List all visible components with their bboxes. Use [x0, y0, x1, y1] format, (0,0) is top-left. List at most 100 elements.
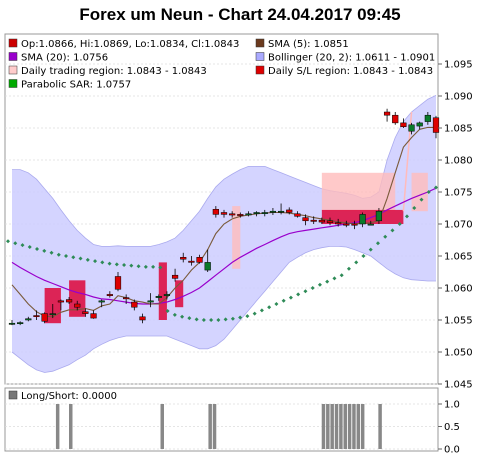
candle-body [65, 299, 73, 303]
sar-dot [209, 318, 214, 322]
candle-body [424, 114, 431, 122]
sar-dot [238, 315, 243, 320]
sar-dot [404, 214, 409, 219]
candle-body [416, 122, 423, 127]
sar-dot [122, 262, 127, 267]
sl-region [69, 280, 86, 317]
sl-region [158, 262, 167, 320]
legend-label: Parabolic SAR: 1.0757 [21, 80, 131, 91]
price-tick-label: 1.055 [444, 316, 473, 327]
candle-body [204, 262, 211, 271]
candle-body [237, 214, 244, 216]
price-tick-label: 1.085 [444, 124, 473, 135]
sar-dot [85, 257, 90, 262]
candle-body [310, 219, 317, 222]
sar-dot [56, 252, 61, 257]
signal-axis: 0.0 0.5 1.0 [438, 400, 460, 456]
legend-label: Op:1.0866, Hi:1.0869, Lo:1.0834, Cl:1.08… [21, 39, 239, 50]
sar-dot [310, 286, 315, 290]
candle-body [196, 257, 203, 263]
sar-dot [296, 292, 301, 297]
price-tick-label: 1.080 [444, 156, 473, 167]
price-tick-label: 1.075 [444, 188, 473, 199]
sar-dot [325, 279, 330, 284]
candle-body [163, 294, 171, 296]
legend-swatch [255, 52, 265, 61]
signal-bars [55, 404, 382, 449]
parabolic-sar [6, 185, 438, 322]
signal-bar [208, 404, 212, 449]
signal-bar [360, 404, 365, 449]
candle-body [82, 311, 89, 314]
sar-dot [6, 239, 10, 244]
sar-dot [281, 298, 286, 303]
signal-bar [378, 404, 382, 449]
sar-dot [339, 273, 344, 278]
signal-bar [334, 404, 339, 449]
candle-body [302, 217, 309, 222]
signal-bar [326, 404, 330, 449]
sar-dot [64, 254, 69, 258]
sar-dot [158, 265, 163, 270]
sar-dot [216, 318, 221, 322]
sar-dot [397, 222, 402, 226]
sar-dot [180, 314, 185, 319]
sar-dot [172, 312, 177, 317]
signal-bar [343, 404, 347, 449]
legend-label: Daily S/L region: 1.0843 - 1.0843 [268, 66, 433, 77]
candle-body [131, 301, 138, 308]
sar-dot [49, 250, 54, 255]
signal-bar [160, 404, 164, 449]
candle-body [147, 300, 154, 303]
legend: Op:1.0866, Hi:1.0869, Lo:1.0834, Cl:1.08… [8, 38, 435, 91]
sar-dot [143, 264, 148, 269]
signal-tick-label: 0.0 [444, 445, 460, 456]
signal-legend-swatch [8, 390, 18, 400]
candle-body [212, 209, 219, 215]
sar-dot [20, 243, 25, 248]
sar-dot [35, 246, 40, 251]
chart-title: Forex um Neun - Chart 24.04.2017 09:45 [79, 5, 400, 24]
sar-dot [259, 308, 264, 313]
candle-body [392, 114, 399, 124]
candle-body [171, 274, 179, 279]
price-tick-label: 1.050 [444, 348, 473, 359]
signal-bar [55, 404, 60, 449]
sar-dot [390, 228, 395, 233]
price-tick-label: 1.045 [444, 380, 473, 391]
candle-body [106, 294, 113, 296]
legend-label: Bollinger (20, 2): 1.0611 - 1.0901 [268, 53, 435, 64]
sar-dot [194, 317, 199, 322]
sar-dot [230, 316, 235, 321]
sar-dot [434, 185, 438, 190]
candle-body [326, 220, 334, 223]
sar-dot [332, 276, 337, 281]
sar-dot [223, 317, 228, 322]
signal-bar [212, 404, 217, 449]
sar-dot [136, 264, 141, 269]
signal-bar [321, 404, 326, 449]
signal-panel [4, 387, 439, 452]
candle-body [114, 276, 122, 290]
candle-body [49, 313, 56, 316]
candle-body [123, 297, 130, 300]
signal-grid [5, 403, 438, 450]
signal-tick-label: 1.0 [444, 400, 460, 411]
signal-bar [352, 404, 356, 449]
sar-dot [78, 256, 83, 261]
candle-body [277, 210, 285, 213]
candle-body [383, 111, 391, 116]
candle-body [139, 316, 146, 321]
legend-swatch [255, 38, 265, 48]
legend-label: SMA (20): 1.0756 [21, 53, 108, 64]
candle-body [25, 318, 32, 321]
candle-body [8, 322, 16, 325]
candle-body [155, 296, 162, 298]
sar-dot [419, 197, 424, 202]
sar-dot [107, 261, 112, 266]
price-tick-label: 1.060 [444, 284, 473, 295]
candle-body [286, 209, 293, 213]
candle-body [188, 260, 195, 263]
candles [8, 108, 440, 326]
sar-dot [303, 289, 308, 294]
